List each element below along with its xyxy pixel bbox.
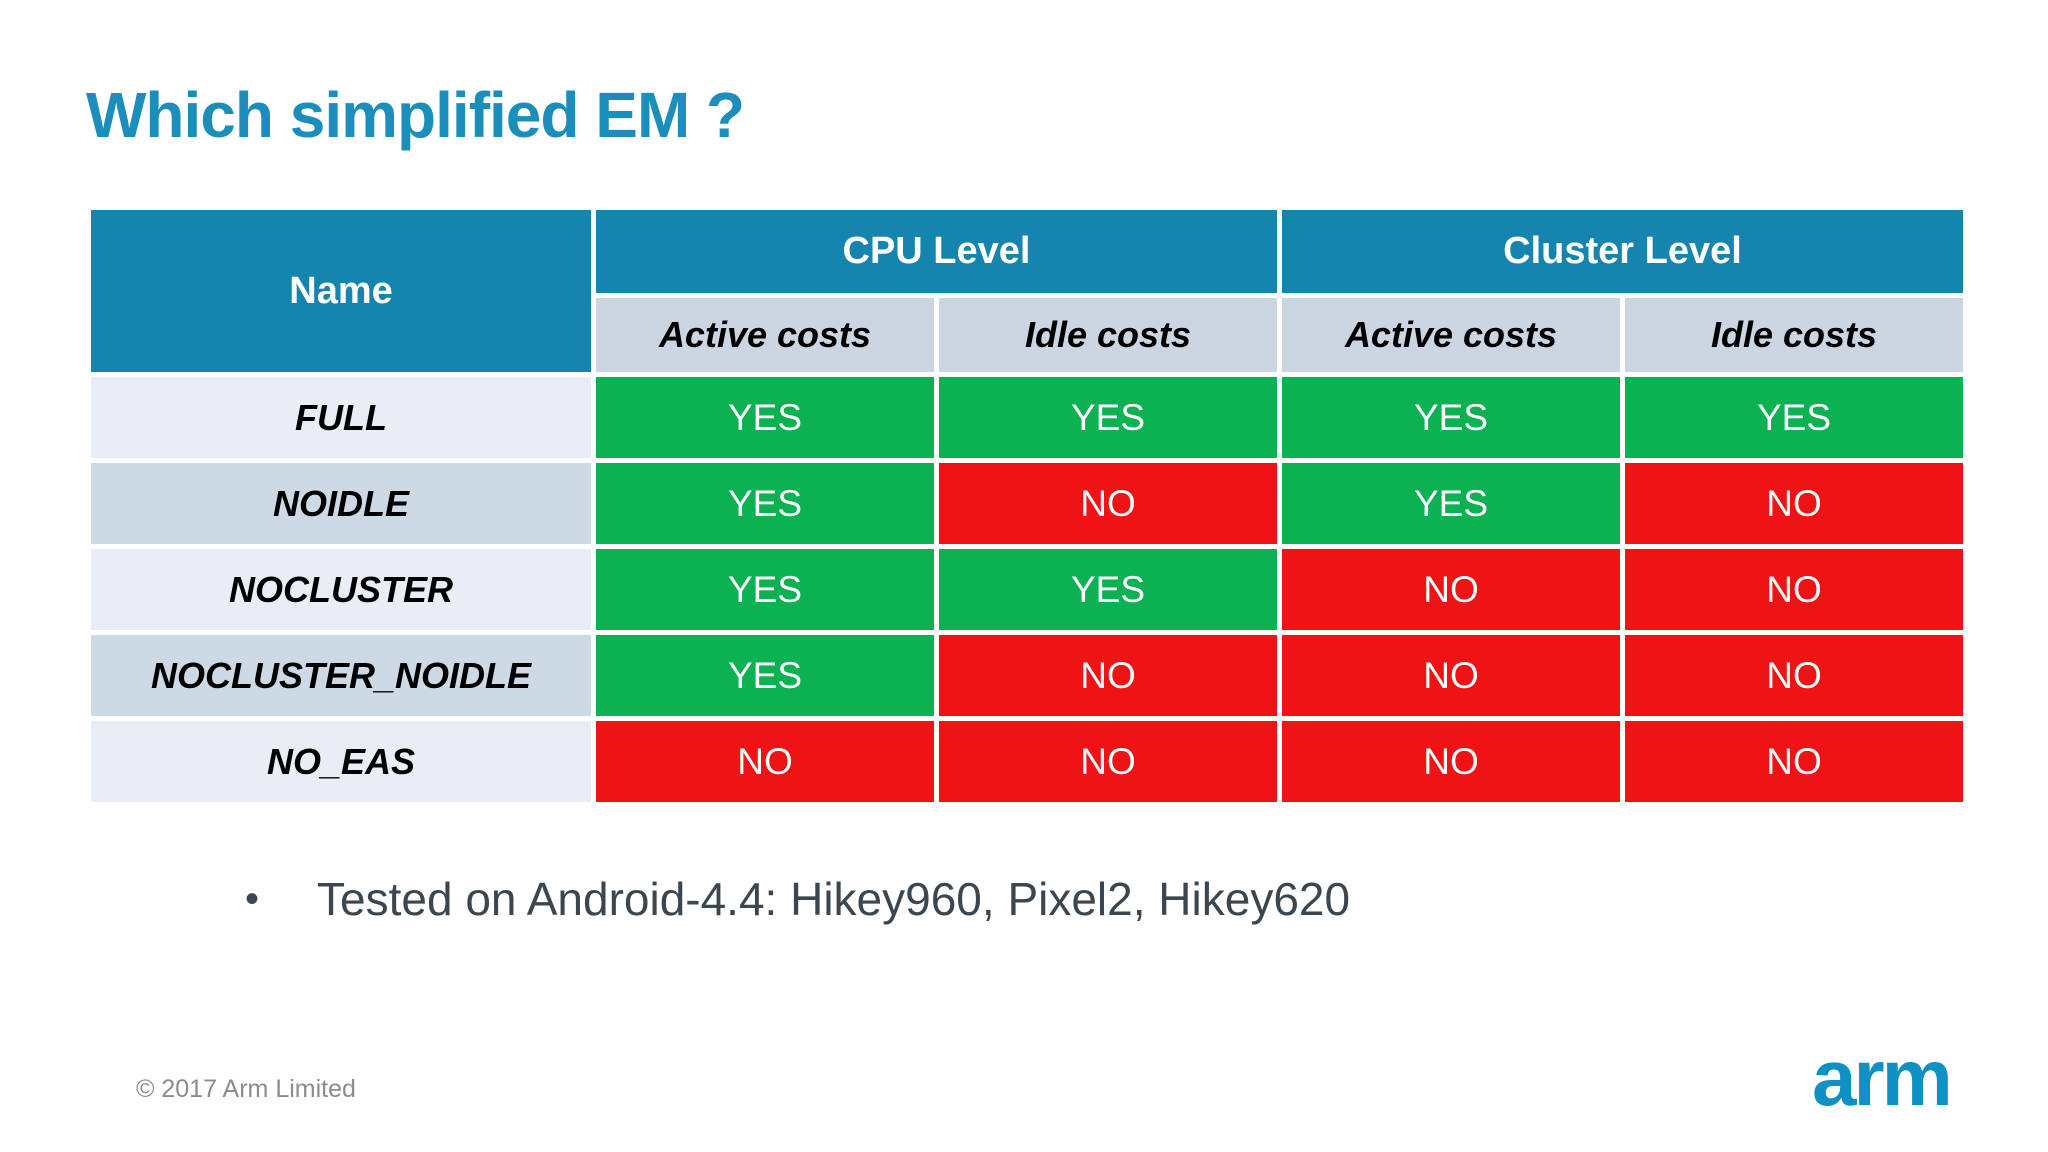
value-cell: YES: [939, 549, 1277, 630]
value-cell: YES: [596, 549, 934, 630]
row-name-cell: NOCLUSTER_NOIDLE: [91, 635, 591, 716]
value-cell: YES: [596, 635, 934, 716]
value-cell: NO: [939, 721, 1277, 802]
bullet-icon: •: [245, 877, 260, 921]
value-cell: YES: [1282, 463, 1620, 544]
value-cell: NO: [596, 721, 934, 802]
col-header-cpu-idle-costs: Idle costs: [939, 298, 1277, 372]
copyright-text: © 2017 Arm Limited: [136, 1075, 356, 1103]
row-name-cell: NOIDLE: [91, 463, 591, 544]
table-row: NO_EAS NO NO NO NO: [91, 721, 1963, 802]
value-cell: NO: [1625, 463, 1963, 544]
value-cell: YES: [596, 377, 934, 458]
col-header-cpu-active-costs: Active costs: [596, 298, 934, 372]
arm-logo: arm: [1812, 1033, 1953, 1122]
col-group-cpu-level: CPU Level: [596, 210, 1277, 293]
value-cell: NO: [1282, 635, 1620, 716]
bullet-item: • Tested on Android-4.4: Hikey960, Pixel…: [245, 872, 1350, 926]
value-cell: YES: [939, 377, 1277, 458]
value-cell: NO: [1625, 721, 1963, 802]
table-subheader-row: Active costs Idle costs Active costs Idl…: [91, 298, 1963, 372]
value-cell: NO: [1282, 721, 1620, 802]
value-cell: NO: [1625, 549, 1963, 630]
value-cell: YES: [1282, 377, 1620, 458]
col-header-name: Name: [91, 210, 591, 372]
table-row: NOCLUSTER_NOIDLE YES NO NO NO: [91, 635, 1963, 716]
table-row: NOCLUSTER YES YES NO NO: [91, 549, 1963, 630]
col-header-cluster-active-costs: Active costs: [1282, 298, 1620, 372]
bullet-text: Tested on Android-4.4: Hikey960, Pixel2,…: [317, 873, 1351, 925]
table-row: FULL YES YES YES YES: [91, 377, 1963, 458]
value-cell: YES: [1625, 377, 1963, 458]
em-comparison-table: Name CPU Level Cluster Level Active cost…: [86, 205, 1968, 807]
value-cell: NO: [1625, 635, 1963, 716]
col-group-cluster-level: Cluster Level: [1282, 210, 1963, 293]
page-title: Which simplified EM ?: [86, 79, 745, 151]
table-header-row: Name CPU Level Cluster Level: [91, 210, 1963, 372]
table-row: NOIDLE YES NO YES NO: [91, 463, 1963, 544]
value-cell: NO: [939, 463, 1277, 544]
value-cell: NO: [939, 635, 1277, 716]
value-cell: NO: [1282, 549, 1620, 630]
col-header-cluster-idle-costs: Idle costs: [1625, 298, 1963, 372]
value-cell: YES: [596, 463, 934, 544]
row-name-cell: NO_EAS: [91, 721, 591, 802]
row-name-cell: FULL: [91, 377, 591, 458]
row-name-cell: NOCLUSTER: [91, 549, 591, 630]
